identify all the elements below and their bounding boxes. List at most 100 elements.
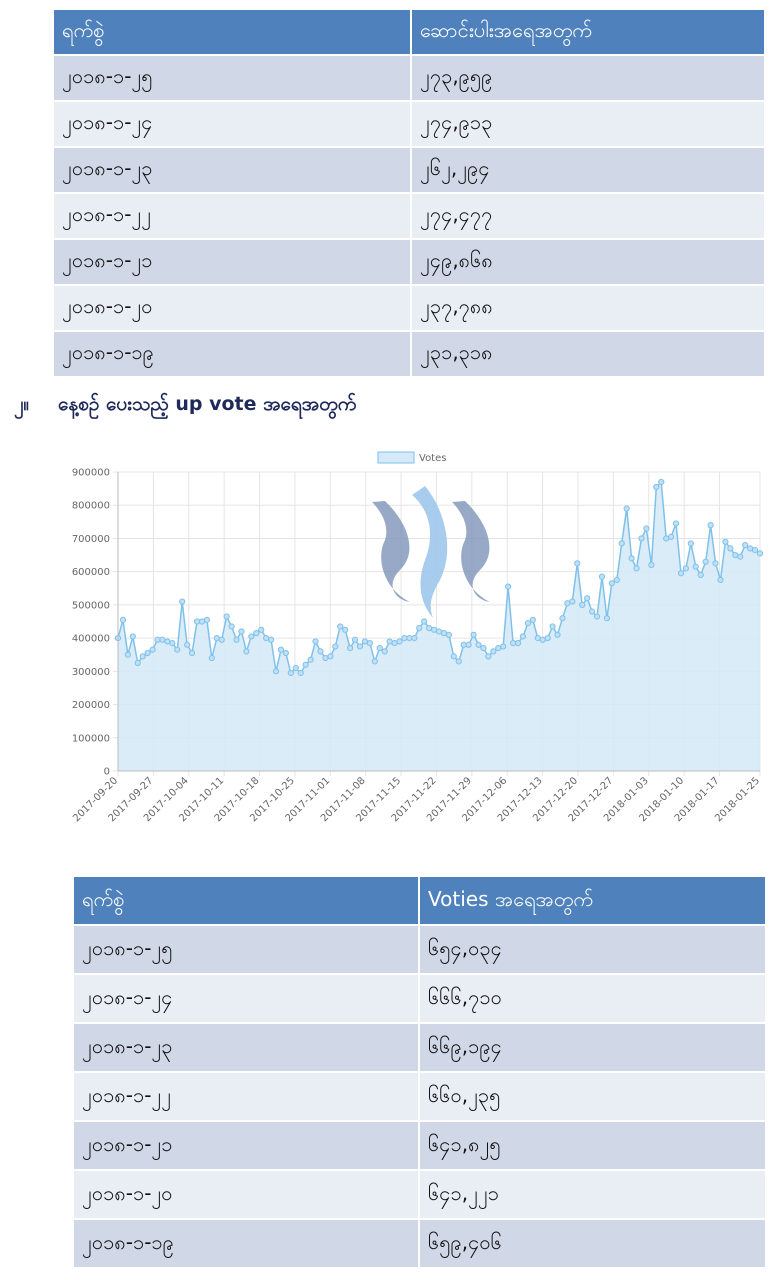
data-point xyxy=(549,623,556,630)
data-point xyxy=(322,654,329,662)
table-row: ၂၀၁၈-၁-၂၂ ၆၆၀,၂၃၅ xyxy=(74,1071,765,1120)
data-point xyxy=(179,598,186,605)
data-point xyxy=(406,635,413,642)
header-article-count: ဆောင်းပါးအရေအတွက် xyxy=(412,10,764,54)
data-point xyxy=(149,646,156,653)
data-point xyxy=(737,553,744,560)
data-point xyxy=(124,651,131,658)
data-point xyxy=(505,583,512,590)
data-point xyxy=(638,535,645,542)
data-point xyxy=(238,628,245,635)
data-point xyxy=(653,483,660,491)
votes-count-table: ရက်စွဲ Voties အရေအတွက် ၂၀၁၈-၁-၂၅ ၆၅၄,၀၃၄… xyxy=(74,877,765,1267)
data-point xyxy=(119,616,127,623)
cell-count: ၆၅၄,၀၃၄ xyxy=(420,924,765,973)
data-point xyxy=(381,648,388,655)
data-point xyxy=(618,540,625,547)
cell-date: ၂၀၁၈-၁-၂၅ xyxy=(74,924,420,973)
table-header-row: ရက်စွဲ ဆောင်းပါးအရေအတွက် xyxy=(54,10,764,54)
data-point xyxy=(169,639,176,647)
data-point xyxy=(292,664,299,672)
data-point xyxy=(717,576,724,584)
y-tick-label: 500000 xyxy=(72,600,110,611)
data-point xyxy=(529,616,536,623)
data-point xyxy=(465,641,472,648)
cell-count: ၂၇၃,၉၅၉ xyxy=(412,54,764,100)
data-point xyxy=(608,580,615,587)
data-point xyxy=(490,648,497,655)
table-row: ၂၀၁၈-၁-၁၉ ၂၃၁,၃၁၈ xyxy=(54,330,764,376)
y-tick-label: 100000 xyxy=(72,733,110,744)
data-point xyxy=(297,669,304,677)
data-point xyxy=(307,656,314,663)
cell-date: ၂၀၁၈-၁-၂၃ xyxy=(74,1022,420,1071)
data-point xyxy=(184,641,191,648)
cell-count: ၆၅၉,၄၀၆ xyxy=(420,1218,765,1267)
data-point xyxy=(435,628,443,635)
section-title: နေ့စဉ် ပေးသည့် up vote အရေအတွက် xyxy=(58,393,357,415)
data-point xyxy=(539,636,546,643)
data-point xyxy=(742,541,749,549)
data-point xyxy=(569,598,576,605)
cell-date: ၂၀၁၈-၁-၁၉ xyxy=(54,330,412,376)
data-point xyxy=(361,638,369,645)
data-point xyxy=(386,638,393,645)
cell-date: ၂၀၁၈-၁-၂၄ xyxy=(74,973,420,1022)
cell-date: ၂၀၁၈-၁-၂၁ xyxy=(74,1120,420,1169)
table-row: ၂၀၁၈-၁-၂၃ ၆၆၉,၁၉၄ xyxy=(74,1022,765,1071)
table-row: ၂၀၁၈-၁-၂၅ ၂၇၃,၉၅၉ xyxy=(54,54,764,100)
data-point xyxy=(524,620,531,627)
data-point xyxy=(139,653,146,660)
data-point xyxy=(159,636,166,643)
article-count-table: ရက်စွဲ ဆောင်းပါးအရေအတွက် ၂၀၁၈-၁-၂၅ ၂၇၃,၉… xyxy=(54,10,764,376)
cell-date: ၂၀၁၈-၁-၂၅ xyxy=(54,54,412,100)
data-point xyxy=(396,638,403,645)
data-point xyxy=(554,631,561,638)
data-point xyxy=(623,505,630,512)
data-point xyxy=(317,648,324,655)
data-point xyxy=(470,631,477,638)
data-point xyxy=(376,644,383,652)
data-point xyxy=(514,639,522,647)
data-point xyxy=(495,644,502,652)
steem-logo-watermark xyxy=(372,486,490,618)
data-point xyxy=(480,644,487,652)
data-point xyxy=(598,573,606,580)
data-point xyxy=(193,618,201,625)
data-point xyxy=(347,644,354,652)
y-tick-label: 700000 xyxy=(72,534,110,545)
data-point xyxy=(277,646,285,653)
legend-label: Votes xyxy=(419,453,446,464)
data-point xyxy=(485,653,492,660)
data-point xyxy=(727,545,734,552)
data-point xyxy=(682,565,690,572)
cell-count: ၂၃၁,၃၁၈ xyxy=(412,330,764,376)
data-point xyxy=(203,616,210,623)
data-point xyxy=(263,635,270,642)
data-point xyxy=(628,555,635,562)
data-point xyxy=(692,563,699,570)
data-point xyxy=(574,560,581,567)
data-point xyxy=(371,658,378,665)
data-point xyxy=(253,630,260,637)
data-point xyxy=(579,601,586,608)
data-point xyxy=(460,641,467,648)
data-point xyxy=(658,478,665,486)
data-point xyxy=(702,558,709,565)
table-row: ၂၀၁၈-၁-၂၄ ၂၇၄,၉၁၃ xyxy=(54,100,764,146)
table-row: ၂၀၁၈-၁-၂၁ ၂၄၉,၈၆၈ xyxy=(54,238,764,284)
table-row: ၂၀၁၈-၁-၂၅ ၆၅၄,၀၃၄ xyxy=(74,924,765,973)
cell-date: ၂၀၁၈-၁-၂၃ xyxy=(54,146,412,192)
data-point xyxy=(342,626,349,633)
data-point xyxy=(351,636,359,643)
cell-count: ၂၆၂,၂၉၄ xyxy=(412,146,764,192)
series-area xyxy=(118,482,760,771)
data-point xyxy=(134,659,141,667)
data-point xyxy=(613,576,620,584)
data-point xyxy=(401,635,408,642)
data-point xyxy=(208,654,215,662)
cell-count: ၆၄၁,၂၂၁ xyxy=(420,1169,765,1218)
data-point xyxy=(223,613,230,620)
data-point xyxy=(455,658,462,665)
data-point xyxy=(430,626,438,633)
